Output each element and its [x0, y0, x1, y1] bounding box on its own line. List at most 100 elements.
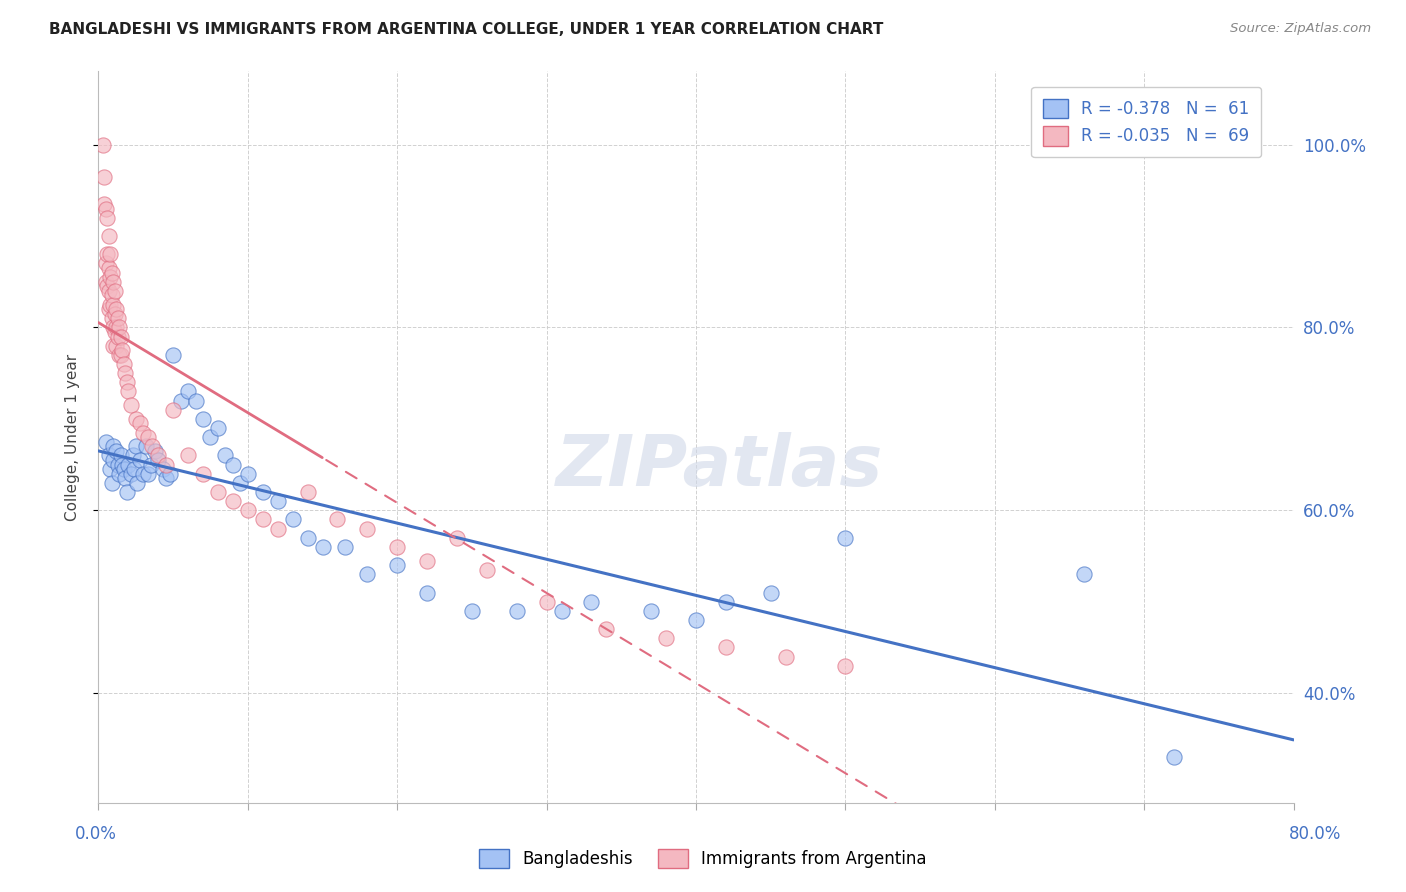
Point — [177, 384, 200, 399]
Text: 0.0%: 0.0% — [75, 825, 117, 843]
Point — [103, 275, 125, 289]
Point — [416, 585, 439, 599]
Point — [834, 531, 856, 545]
Point — [1073, 567, 1095, 582]
Point — [655, 632, 678, 646]
Point — [139, 458, 162, 472]
Point — [685, 613, 707, 627]
Point — [333, 540, 356, 554]
Point — [96, 247, 118, 261]
Point — [356, 521, 378, 535]
Y-axis label: College, Under 1 year: College, Under 1 year — [65, 353, 80, 521]
Point — [96, 211, 118, 225]
Point — [105, 443, 128, 458]
Point — [110, 348, 132, 362]
Point — [129, 453, 152, 467]
Point — [103, 297, 125, 311]
Point — [236, 467, 259, 481]
Point — [115, 376, 138, 390]
Point — [385, 540, 409, 554]
Point — [91, 137, 114, 152]
Point — [132, 425, 155, 440]
Point — [581, 594, 603, 608]
Point — [155, 471, 177, 485]
Point — [148, 453, 170, 467]
Point — [120, 467, 142, 481]
Point — [207, 485, 229, 500]
Point — [108, 467, 131, 481]
Point — [94, 434, 117, 449]
Point — [103, 320, 125, 334]
Point — [143, 443, 166, 458]
Point — [105, 338, 128, 352]
Point — [107, 311, 129, 326]
Point — [107, 329, 129, 343]
Point — [207, 421, 229, 435]
Point — [129, 417, 152, 431]
Point — [94, 275, 117, 289]
Point — [110, 448, 132, 462]
Point — [267, 494, 290, 508]
Point — [356, 567, 378, 582]
Point — [177, 448, 200, 462]
Point — [105, 301, 128, 317]
Point — [127, 475, 149, 490]
Point — [105, 320, 128, 334]
Point — [834, 658, 856, 673]
Point — [162, 348, 184, 362]
Point — [222, 458, 245, 472]
Point — [267, 521, 290, 535]
Point — [94, 256, 117, 270]
Point — [229, 475, 252, 490]
Point — [714, 594, 737, 608]
Text: Source: ZipAtlas.com: Source: ZipAtlas.com — [1230, 22, 1371, 36]
Point — [114, 471, 136, 485]
Point — [191, 467, 214, 481]
Point — [115, 485, 138, 500]
Point — [775, 649, 797, 664]
Point — [111, 343, 134, 358]
Point — [252, 512, 274, 526]
Point — [117, 384, 139, 399]
Point — [108, 348, 131, 362]
Point — [101, 311, 124, 326]
Point — [108, 320, 131, 334]
Point — [93, 169, 115, 184]
Point — [159, 467, 181, 481]
Point — [132, 467, 155, 481]
Point — [135, 439, 157, 453]
Point — [125, 439, 148, 453]
Point — [110, 329, 132, 343]
Point — [155, 458, 177, 472]
Point — [506, 604, 529, 618]
Point — [640, 604, 662, 618]
Point — [101, 288, 124, 302]
Point — [214, 448, 236, 462]
Point — [120, 398, 142, 412]
Text: 80.0%: 80.0% — [1288, 825, 1341, 843]
Point — [148, 448, 170, 462]
Point — [98, 270, 122, 285]
Point — [112, 462, 135, 476]
Point — [104, 284, 127, 298]
Point — [96, 279, 118, 293]
Text: BANGLADESHI VS IMMIGRANTS FROM ARGENTINA COLLEGE, UNDER 1 YEAR CORRELATION CHART: BANGLADESHI VS IMMIGRANTS FROM ARGENTINA… — [49, 22, 883, 37]
Point — [94, 202, 117, 216]
Point — [121, 448, 143, 462]
Point — [98, 462, 122, 476]
Point — [446, 531, 468, 545]
Point — [97, 448, 120, 462]
Point — [107, 458, 129, 472]
Text: ZIPatlas: ZIPatlas — [557, 432, 883, 500]
Point — [252, 485, 274, 500]
Point — [124, 462, 146, 476]
Point — [98, 247, 122, 261]
Legend: Bangladeshis, Immigrants from Argentina: Bangladeshis, Immigrants from Argentina — [472, 842, 934, 875]
Point — [117, 458, 139, 472]
Point — [385, 558, 409, 573]
Point — [136, 467, 159, 481]
Point — [759, 585, 782, 599]
Point — [169, 393, 191, 408]
Point — [461, 604, 484, 618]
Point — [714, 640, 737, 655]
